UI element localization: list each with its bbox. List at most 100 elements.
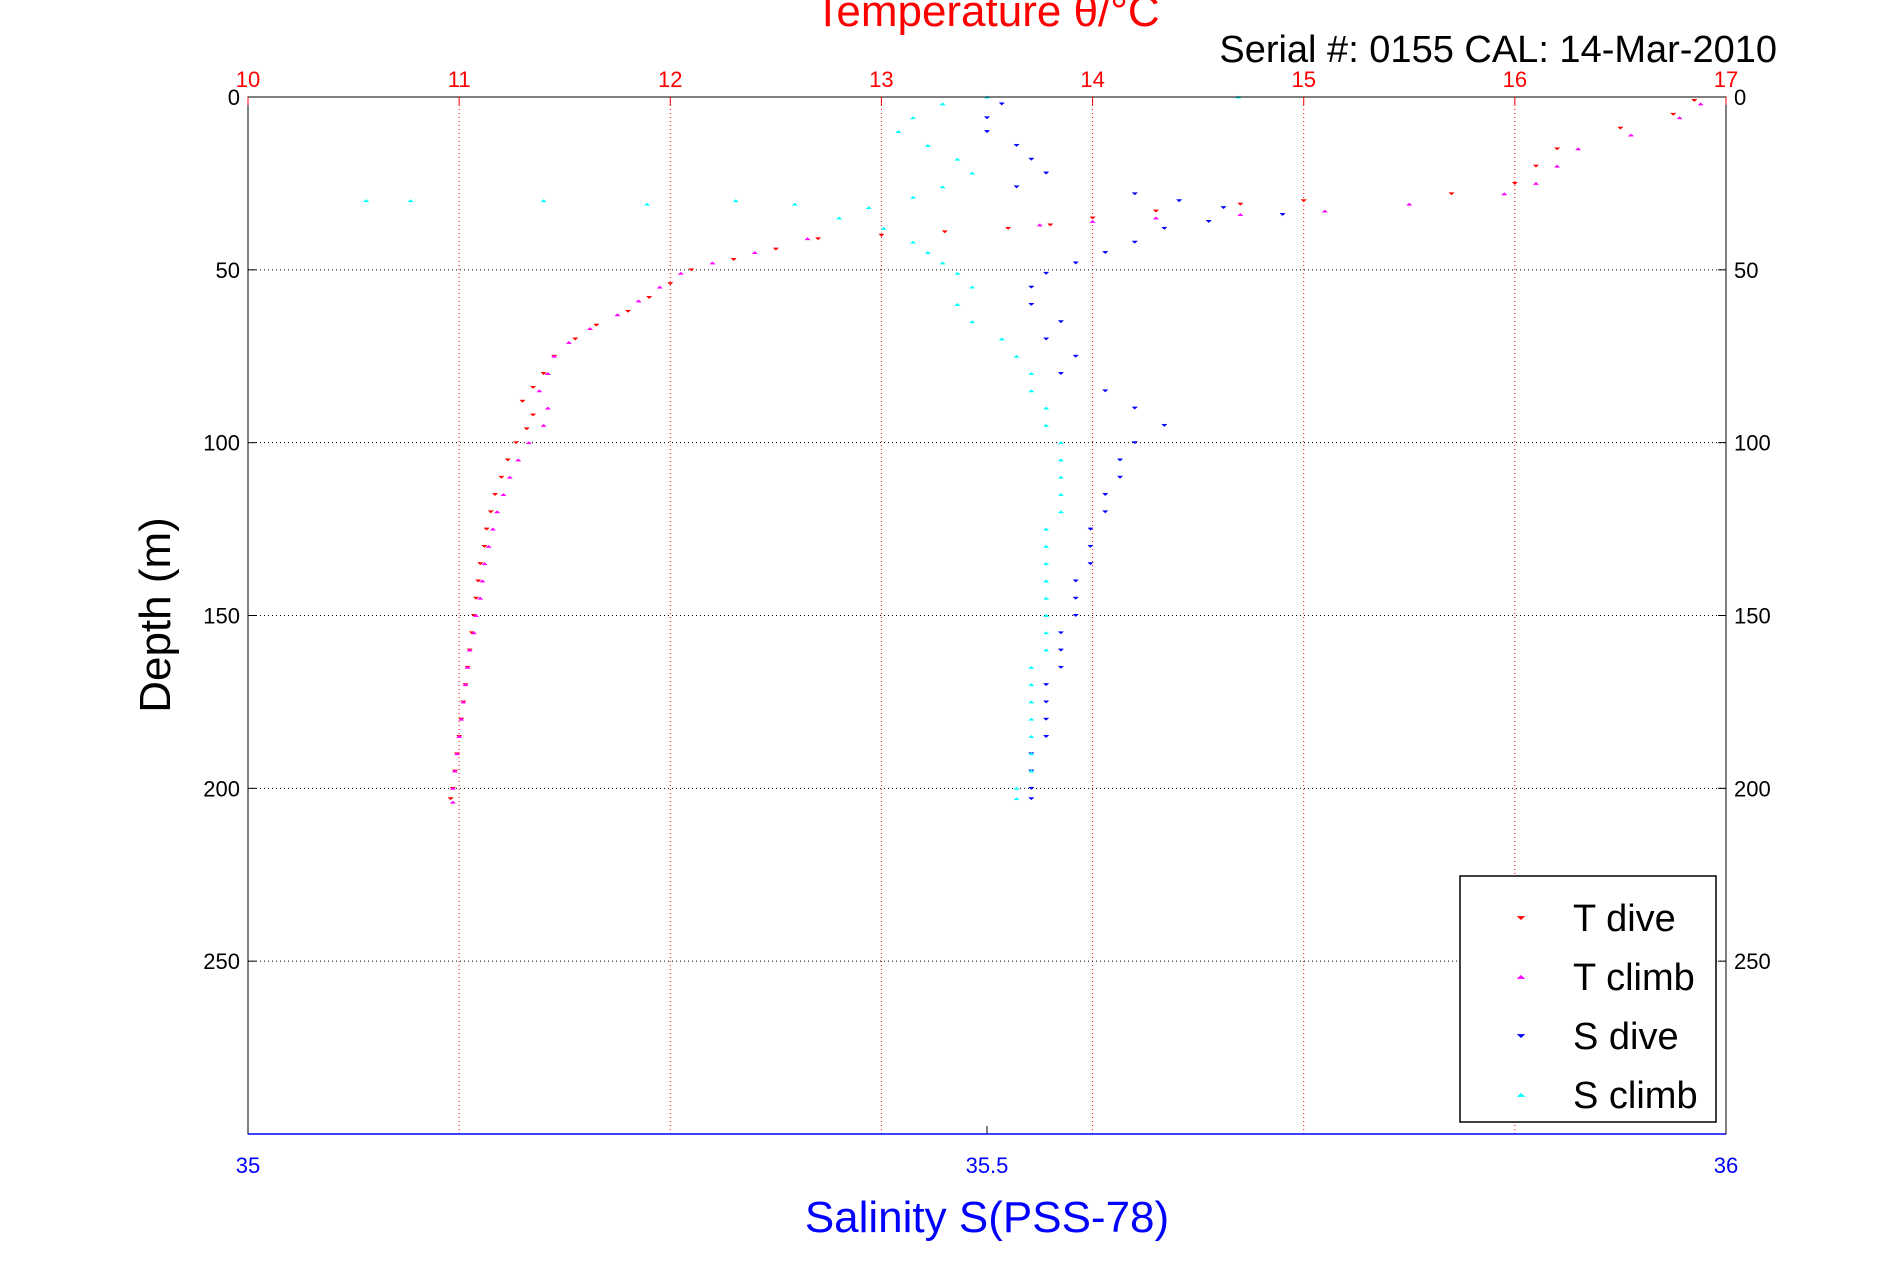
data-point [464, 665, 471, 669]
data-point [1057, 441, 1065, 445]
data-point [645, 296, 653, 299]
data-point [540, 372, 547, 376]
legend-label: S climb [1573, 1075, 1698, 1117]
data-point [1161, 423, 1168, 427]
data-point [1028, 769, 1035, 773]
data-point [1087, 544, 1094, 548]
data-point [1237, 202, 1244, 206]
data-point [493, 510, 501, 514]
data-point [814, 237, 822, 241]
depth-tick-label: 150 [1734, 604, 1771, 629]
axes: 10 11 12 13 14 15 16 17 35 35.5 36 0 0 50 50 100 100 150 1… [203, 67, 1770, 1178]
data-point [491, 493, 499, 497]
legend-marker [1516, 1092, 1526, 1097]
data-point [1691, 99, 1698, 102]
data-point [924, 251, 932, 254]
data-point [1501, 192, 1508, 196]
data-point [1553, 164, 1561, 168]
data-point [540, 199, 547, 203]
data-point [1028, 700, 1035, 704]
data-point [983, 130, 991, 134]
depth-tick-label: 50 [216, 258, 240, 283]
data-point [1028, 683, 1035, 687]
data-point [481, 562, 488, 566]
data-point [804, 237, 811, 241]
data-point [1028, 302, 1035, 306]
data-point [1697, 102, 1704, 106]
data-point [1042, 271, 1050, 275]
data-point [968, 285, 976, 289]
data-point [998, 337, 1006, 341]
chart-subtitle: Serial #: 0155 CAL: 14-Mar-2010 [1219, 29, 1777, 71]
data-point [451, 769, 459, 773]
data-point [1205, 220, 1212, 223]
data-point [544, 372, 552, 375]
data-point [1279, 213, 1286, 217]
data-point [865, 206, 873, 210]
data-point [1042, 631, 1050, 635]
legend-label: S dive [1573, 1016, 1679, 1058]
x-axis-bottom-label: Salinity S(PSS-78) [805, 1193, 1169, 1242]
data-point [479, 579, 486, 583]
data-point [1448, 192, 1455, 196]
data-point [1116, 458, 1124, 462]
y-axis-label: Depth (m) [131, 517, 180, 713]
temperature-tick-label: 12 [658, 67, 682, 92]
data-point [1087, 527, 1094, 531]
data-point [677, 271, 685, 275]
data-point [709, 261, 716, 265]
data-point [1042, 596, 1050, 600]
data-point [453, 752, 461, 756]
data-point [1532, 164, 1540, 168]
data-point [1072, 596, 1079, 600]
temperature-tick-label: 16 [1503, 67, 1527, 92]
data-point [895, 130, 902, 133]
data-point [1175, 199, 1183, 203]
data-point [1676, 116, 1683, 120]
data-point [1028, 665, 1035, 669]
data-point [1042, 717, 1050, 721]
data-point [1057, 665, 1065, 669]
temperature-tick-label: 14 [1080, 67, 1104, 92]
depth-tick-label: 250 [1734, 949, 1771, 974]
data-point [1028, 285, 1035, 289]
data-point [1087, 562, 1094, 566]
data-point [572, 337, 579, 341]
data-point [1057, 372, 1065, 376]
temperature-tick-label: 17 [1714, 67, 1738, 92]
data-point [455, 734, 463, 738]
data-point [835, 216, 843, 220]
data-point [474, 579, 482, 583]
data-point [483, 527, 490, 531]
data-point [529, 385, 537, 389]
data-points [362, 95, 1704, 804]
data-point [1152, 209, 1160, 213]
data-point [1131, 406, 1139, 410]
data-point [481, 544, 488, 548]
data-point [1042, 527, 1050, 531]
data-point [1574, 147, 1582, 151]
data-point [470, 631, 478, 635]
legend-label: T climb [1573, 957, 1695, 999]
data-point [447, 797, 454, 801]
data-point [1004, 226, 1012, 230]
data-point [1152, 216, 1160, 220]
data-point [1013, 786, 1020, 790]
salinity-tick-label: 35 [236, 1153, 260, 1178]
data-point [954, 271, 961, 275]
legend-marker [1516, 916, 1526, 921]
data-point [407, 199, 414, 203]
series-t-climb [449, 102, 1704, 804]
data-point [1013, 185, 1020, 189]
data-point [635, 299, 642, 303]
data-point [1028, 389, 1035, 393]
data-point [525, 441, 533, 445]
data-point [515, 458, 522, 462]
data-point [941, 230, 949, 234]
data-point [544, 406, 552, 410]
data-point [1042, 648, 1050, 652]
data-point [1042, 562, 1050, 566]
data-point [1300, 199, 1307, 203]
